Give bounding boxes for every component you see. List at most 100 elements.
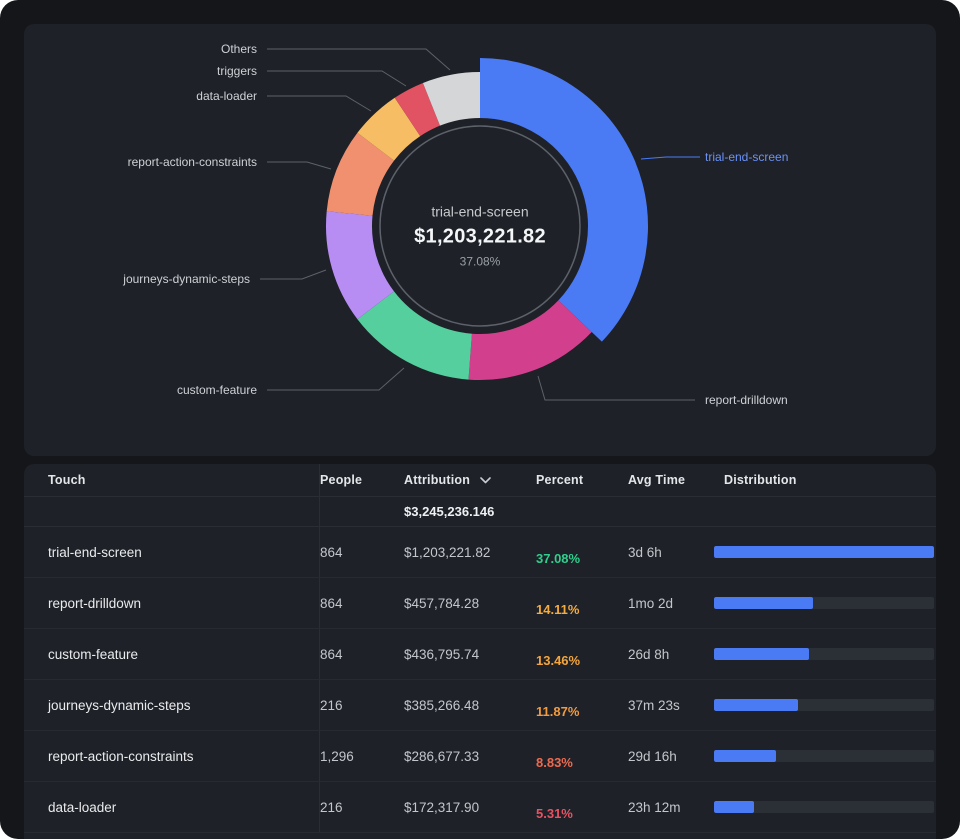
- cell-people: 216: [320, 697, 343, 713]
- chart-label-journeys-dynamic-steps[interactable]: journeys-dynamic-steps: [123, 272, 250, 286]
- chart-label-custom-feature[interactable]: custom-feature: [176, 383, 257, 397]
- cell-attribution: $286,677.33: [404, 748, 480, 764]
- col-attribution-label: Attribution: [404, 473, 471, 487]
- donut-segment-Others[interactable]: [422, 72, 480, 126]
- cell-percent: 8.83%: [536, 754, 573, 770]
- cell-attribution: $385,266.48: [404, 697, 480, 713]
- cell-distribution: [714, 731, 936, 781]
- cell-touch: journeys-dynamic-steps: [24, 680, 320, 730]
- table-row-report-drilldown[interactable]: report-drilldown 864 $457,784.28 14.11% 1mo …: [24, 578, 936, 629]
- total-percent-spacer: [536, 497, 628, 526]
- table-total-row: $3,245,236.146: [24, 497, 936, 527]
- donut-chart-panel: trial-end-screen report-drilldown custom-f…: [24, 24, 936, 456]
- col-attribution[interactable]: Attribution: [404, 464, 536, 496]
- total-people-spacer: [320, 497, 404, 526]
- table-body: trial-end-screen 864 $1,203,221.82 37.08% 3d…: [24, 527, 936, 833]
- col-percent[interactable]: Percent: [536, 473, 584, 487]
- distribution-bar: [714, 750, 776, 762]
- chart-label-trial-end-screen[interactable]: trial-end-screen: [705, 150, 789, 164]
- distribution-bar: [714, 699, 798, 711]
- cell-percent: 11.87%: [536, 703, 580, 719]
- chart-label-layer: trial-end-screen report-drilldown custom-f…: [24, 24, 936, 456]
- table-row-report-action-constraints[interactable]: report-action-constraints 1,296 $286,677.3…: [24, 731, 936, 782]
- cell-touch: trial-end-screen: [24, 527, 320, 577]
- attribution-table-panel: Touch People Attribution Percent Avg Tim…: [24, 464, 936, 839]
- cell-distribution: [714, 782, 936, 832]
- total-dist-spacer: [714, 497, 936, 526]
- leader-line-report-action-constraints: [267, 161, 332, 170]
- donut-inner-ring: [379, 125, 581, 327]
- distribution-bar: [714, 597, 813, 609]
- cell-attribution: $436,795.74: [404, 646, 480, 662]
- donut-chart: [260, 48, 700, 401]
- cell-people: 864: [320, 544, 343, 560]
- cell-distribution: [714, 578, 936, 628]
- leader-line-data-loader: [267, 95, 372, 112]
- chart-label-Others[interactable]: Others: [220, 42, 257, 56]
- cell-percent: 37.08%: [536, 550, 581, 566]
- total-touch-spacer: [24, 497, 320, 526]
- col-touch[interactable]: Touch: [24, 464, 320, 496]
- cell-people: 1,296: [320, 748, 354, 764]
- table-row-journeys-dynamic-steps[interactable]: journeys-dynamic-steps 216 $385,266.48 11.8…: [24, 680, 936, 731]
- cell-percent: 5.31%: [536, 805, 573, 821]
- cell-people: 864: [320, 595, 343, 611]
- total-avg-spacer: [628, 497, 714, 526]
- donut-segment-report-action-constraints[interactable]: [326, 132, 395, 216]
- leader-line-Others: [267, 48, 451, 71]
- donut-segment-triggers[interactable]: [394, 82, 440, 137]
- cell-attribution: $172,317.90: [404, 799, 480, 815]
- leader-line-report-drilldown: [537, 375, 695, 401]
- donut-segment-data-loader[interactable]: [357, 97, 421, 161]
- leader-line-triggers: [267, 70, 407, 87]
- col-people[interactable]: People: [320, 473, 363, 487]
- cell-touch: report-drilldown: [24, 578, 320, 628]
- cell-people: 864: [320, 646, 343, 662]
- cell-attribution: $457,784.28: [404, 595, 480, 611]
- leader-line-trial-end-screen: [640, 156, 700, 160]
- distribution-bar-track: [714, 801, 934, 813]
- cell-avg-time: 3d 6h: [628, 544, 662, 560]
- distribution-bar-track: [714, 750, 934, 762]
- distribution-bar-track: [714, 597, 934, 609]
- chart-label-report-action-constraints[interactable]: report-action-constraints: [127, 155, 257, 169]
- cell-people: 216: [320, 799, 343, 815]
- distribution-bar-track: [714, 546, 934, 558]
- donut-segment-trial-end-screen[interactable]: [480, 58, 649, 342]
- chart-label-data-loader[interactable]: data-loader: [196, 89, 257, 103]
- donut-segment-custom-feature[interactable]: [357, 291, 472, 380]
- distribution-bar: [714, 801, 754, 813]
- table-header: Touch People Attribution Percent Avg Tim…: [24, 464, 936, 497]
- cell-touch: data-loader: [24, 782, 320, 832]
- leader-line-custom-feature: [267, 367, 405, 391]
- cell-touch: custom-feature: [24, 629, 320, 679]
- distribution-bar: [714, 648, 809, 660]
- cell-avg-time: 1mo 2d: [628, 595, 674, 611]
- cell-touch: report-action-constraints: [24, 731, 320, 781]
- chevron-down-icon[interactable]: [480, 476, 491, 484]
- leader-line-journeys-dynamic-steps: [260, 269, 327, 280]
- col-distribution[interactable]: Distribution: [724, 473, 797, 487]
- cell-distribution: [714, 629, 936, 679]
- cell-avg-time: 26d 8h: [628, 646, 670, 662]
- donut-segment-journeys-dynamic-steps[interactable]: [325, 211, 395, 320]
- cell-avg-time: 23h 12m: [628, 799, 681, 815]
- table-row-data-loader[interactable]: data-loader 216 $172,317.90 5.31% 23h 12m: [24, 782, 936, 833]
- donut-segment-report-drilldown[interactable]: [468, 300, 592, 380]
- cell-distribution: [714, 680, 936, 730]
- chart-label-triggers[interactable]: triggers: [216, 64, 257, 78]
- cell-distribution: [714, 527, 936, 577]
- table-row-trial-end-screen[interactable]: trial-end-screen 864 $1,203,221.82 37.08% 3d…: [24, 527, 936, 578]
- chart-label-report-drilldown[interactable]: report-drilldown: [705, 393, 788, 407]
- cell-percent: 13.46%: [536, 652, 581, 668]
- distribution-bar-track: [714, 648, 934, 660]
- col-avg-time[interactable]: Avg Time: [628, 473, 686, 487]
- cell-attribution: $1,203,221.82: [404, 544, 491, 560]
- distribution-bar-track: [714, 699, 934, 711]
- table-row-custom-feature[interactable]: custom-feature 864 $436,795.74 13.46% 26d 8h: [24, 629, 936, 680]
- distribution-bar: [714, 546, 934, 558]
- cell-percent: 14.11%: [536, 601, 580, 617]
- cell-avg-time: 29d 16h: [628, 748, 677, 764]
- attribution-total: $3,245,236.146: [404, 504, 495, 519]
